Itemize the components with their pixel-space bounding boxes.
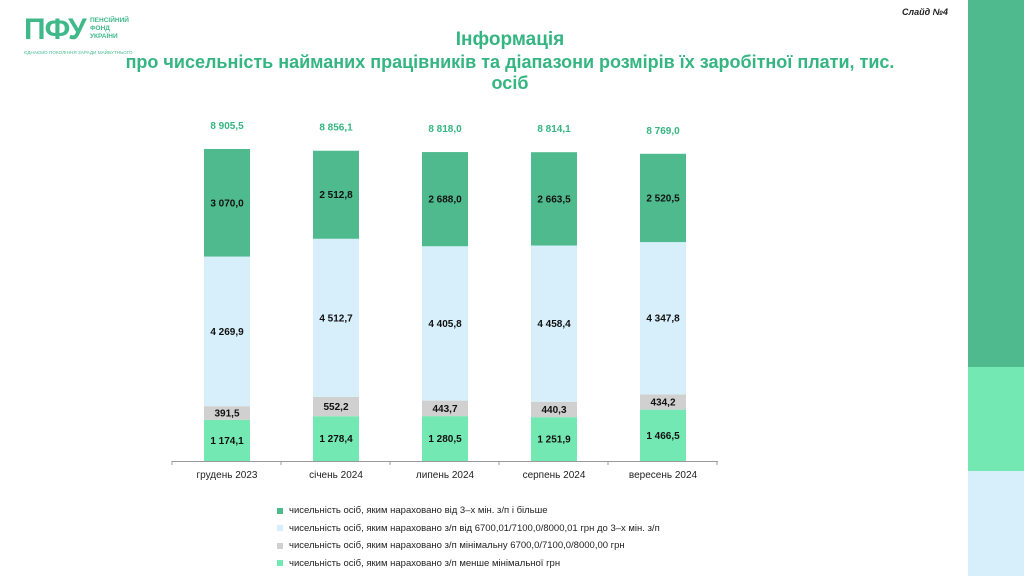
x-tick-label: липень 2024 [416,470,475,481]
data-label: 4 347,8 [646,314,680,325]
data-label: 443,7 [432,404,457,415]
legend-label: чисельність осіб, яким нараховано з/п ме… [289,557,561,569]
legend-label: чисельність осіб, яким нараховано з/п ві… [289,522,660,534]
pfu-logo: ПФУ ПЕНСІЙНИЙ ФОНД УКРАЇНИ ЄДНАЄМО ПОКОЛ… [24,14,144,58]
bar-segment-1-2 [422,400,468,417]
logo-words: ПЕНСІЙНИЙ ФОНД УКРАЇНИ [90,17,129,41]
data-label: 2 663,5 [537,194,571,205]
bar-segment-0-0 [204,419,250,461]
total-label: 8 818,0 [428,124,462,135]
x-tick-label: грудень 2023 [197,470,258,481]
page-subtitle: про чисельність найманих працівників та … [125,52,895,93]
total-label: 8 814,1 [537,124,571,135]
data-label: 4 405,8 [428,319,462,330]
data-label: 2 688,0 [428,195,462,206]
data-label: 2 512,8 [319,190,353,201]
logo-word: УКРАЇНИ [90,33,118,40]
bar-segment-3-4 [640,153,686,243]
x-tick-label: січень 2024 [309,470,363,481]
bar-segment-2-3 [531,245,577,402]
bar-segment-2-2 [422,246,468,401]
data-label: 4 458,4 [537,319,571,330]
chart-legend: чисельність осіб, яким нараховано від 3–… [277,502,660,572]
data-label: 2 520,5 [646,193,680,204]
legend-item: чисельність осіб, яким нараховано від 3–… [277,502,660,520]
logo-word: ФОНД [90,25,110,32]
logo-mark: ПФУ [24,13,87,46]
bar-segment-3-3 [531,152,577,246]
legend-item: чисельність осіб, яким нараховано з/п ві… [277,520,660,538]
bar-segment-0-3 [531,417,577,461]
bar-segment-3-1 [313,150,359,239]
data-label: 1 466,5 [646,431,680,442]
bar-segment-3-0 [204,149,250,257]
bar-segment-2-0 [204,256,250,407]
legend-swatch [277,560,283,567]
total-label: 8 856,1 [319,123,353,134]
total-label: 8 769,0 [646,126,680,137]
side-decor-bar-top [968,0,1024,367]
bar-segment-1-0 [204,406,250,420]
legend-item: чисельність осіб, яким нараховано з/п мі… [277,537,660,555]
bar-segment-1-3 [531,401,577,418]
data-label: 391,5 [214,409,239,420]
legend-swatch [277,542,283,549]
legend-label: чисельність осіб, яким нараховано з/п мі… [289,540,625,552]
data-label: 1 280,5 [428,434,462,445]
legend-item: чисельність осіб, яким нараховано з/п ме… [277,555,660,573]
data-label: 3 070,0 [210,198,244,209]
legend-swatch [277,525,283,532]
data-label: 4 269,9 [210,327,244,338]
bar-segment-0-4 [640,409,686,461]
data-label: 552,2 [323,402,348,413]
side-decor-bar-bottom [968,471,1024,576]
x-tick-label: серпень 2024 [523,470,586,481]
page-title: Інформація [455,29,565,50]
slide-number: Слайд №4 [902,7,948,17]
side-decor-bar-middle [968,367,1024,471]
data-label: 4 512,7 [319,313,353,324]
total-label: 8 905,5 [210,121,244,132]
bar-segment-0-1 [313,416,359,461]
legend-label: чисельність осіб, яким нараховано від 3–… [289,505,548,517]
x-tick-label: вересень 2024 [629,470,698,481]
bar-segment-2-4 [640,242,686,395]
bar-segment-0-2 [422,416,468,461]
data-label: 440,3 [541,405,566,416]
data-label: 434,2 [650,398,675,409]
logo-tagline: ЄДНАЄМО ПОКОЛІННЯ ЗАРАДИ МАЙБУТНЬОГО [24,50,133,55]
data-label: 1 174,1 [210,436,244,447]
bar-segment-1-4 [640,394,686,410]
legend-swatch [277,507,283,514]
bar-segment-1-1 [313,396,359,417]
data-label: 1 251,9 [537,435,571,446]
logo-word: ПЕНСІЙНИЙ [90,17,129,24]
data-label: 1 278,4 [319,434,353,445]
bar-segment-2-1 [313,238,359,397]
bar-segment-3-2 [422,152,468,247]
